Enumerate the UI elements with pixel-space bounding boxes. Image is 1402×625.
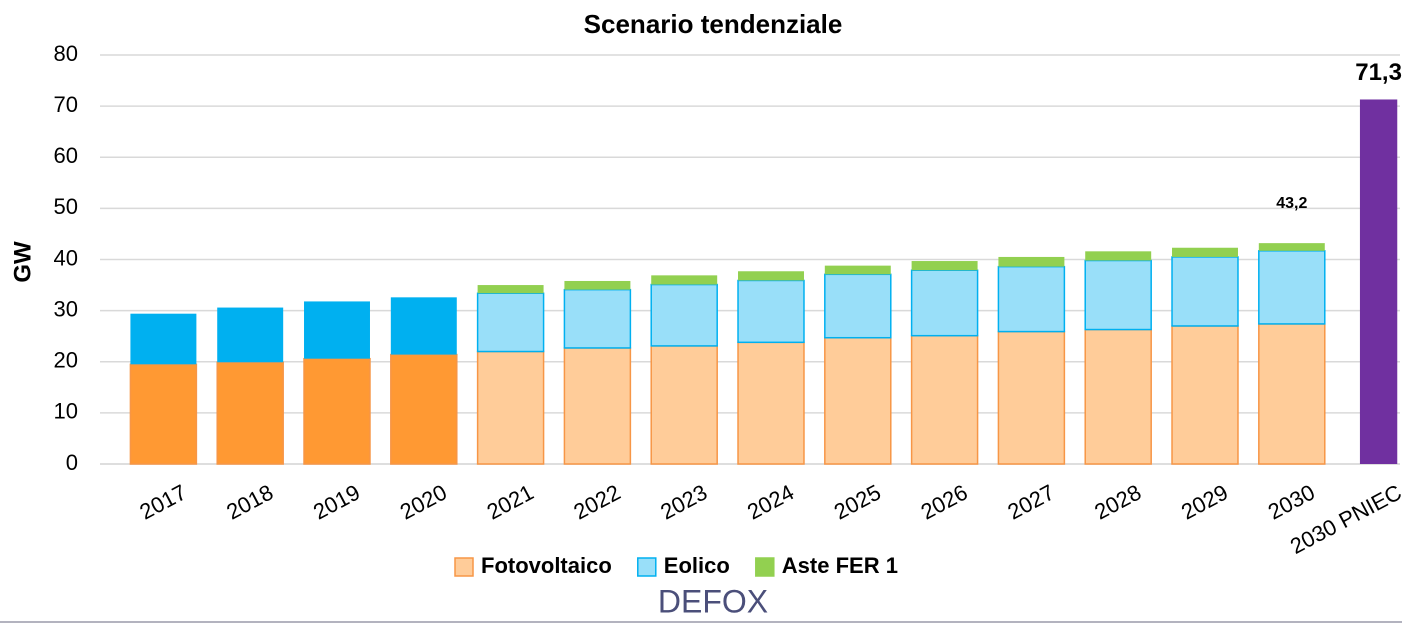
chart-title: Scenario tendenziale: [584, 9, 843, 39]
watermark: DEFOX: [658, 583, 768, 619]
annotation: 43,2: [1276, 195, 1308, 213]
bar-segment: [1084, 259, 1152, 331]
bar-segment: [1258, 250, 1326, 325]
y-tick-label: 60: [54, 143, 78, 168]
bar-segment: [390, 353, 458, 465]
bar-segment: [129, 363, 198, 465]
y-tick-label: 80: [54, 41, 78, 66]
x-tick-label: 2027: [1004, 479, 1059, 524]
x-tick-label: 2019: [309, 479, 364, 524]
bar-segment: [1172, 247, 1238, 257]
y-tick-label: 70: [54, 92, 78, 117]
bar-segment: [1258, 243, 1325, 251]
bar-segment: [737, 341, 805, 465]
x-tick-label: 2017: [136, 479, 191, 524]
bar-segment: [651, 275, 718, 285]
x-tick-label: 2023: [656, 479, 711, 524]
x-tick-label: 2022: [570, 479, 625, 524]
bar-segment: [476, 350, 545, 465]
x-tick-label: 2024: [743, 479, 798, 524]
legend-swatch: [755, 557, 775, 577]
legend-swatch: [454, 557, 474, 577]
bar-segment: [737, 279, 805, 344]
bar-segment: [650, 345, 718, 465]
y-axis-label: GW: [9, 241, 36, 283]
bar-segment: [997, 330, 1066, 465]
y-tick-label: 50: [54, 194, 78, 219]
y-tick-label: 20: [54, 348, 78, 373]
bar-segment: [824, 273, 892, 339]
y-tick-label: 0: [66, 450, 78, 475]
bar-segment: [1171, 256, 1239, 327]
data-label: 71,3: [1355, 59, 1402, 86]
x-tick-label: 2029: [1177, 479, 1232, 524]
bar-segment: [476, 292, 545, 353]
y-tick-label: 10: [54, 399, 78, 424]
x-tick-label: 2026: [917, 479, 972, 524]
legend-label: Eolico: [664, 553, 730, 578]
y-tick-label: 30: [54, 296, 78, 321]
bar-segment: [1171, 325, 1239, 465]
bar-segment: [1258, 323, 1326, 465]
bar-segment: [303, 357, 371, 465]
bar-segment: [910, 334, 979, 465]
bar-segment: [563, 347, 632, 465]
bar-segment: [217, 307, 284, 363]
bar-segment: [738, 271, 804, 281]
x-tick-label: 2028: [1090, 479, 1145, 524]
bar-segment: [563, 288, 632, 349]
bar-segment: [910, 269, 979, 337]
legend-swatch: [637, 557, 657, 577]
bar-segment: [1084, 328, 1152, 465]
y-tick-label: 40: [54, 245, 78, 270]
bar-segment: [130, 313, 197, 365]
legend-label: Fotovoltaico: [481, 553, 612, 578]
legend-label: Aste FER 1: [782, 553, 898, 578]
bar-segment: [650, 283, 718, 347]
bar-segment: [304, 301, 370, 359]
bar-segment: [564, 280, 631, 290]
bar-segment: [390, 297, 457, 355]
bar-segment: [911, 261, 978, 271]
bar-segment: [998, 256, 1065, 267]
x-tick-label: 2021: [483, 479, 538, 524]
bar-segment: [216, 361, 284, 465]
bar-segment: [997, 265, 1066, 333]
bar-segment: [1359, 99, 1398, 464]
x-tick-label: 2030: [1264, 479, 1319, 524]
x-tick-label: 2020: [396, 479, 451, 524]
x-tick-label: 2018: [222, 479, 277, 524]
bar-segment: [477, 285, 544, 294]
bar-segment: [1085, 251, 1152, 261]
x-tick-label: 2025: [830, 479, 885, 524]
bar-segment: [824, 336, 892, 465]
bar-segment: [824, 265, 891, 275]
